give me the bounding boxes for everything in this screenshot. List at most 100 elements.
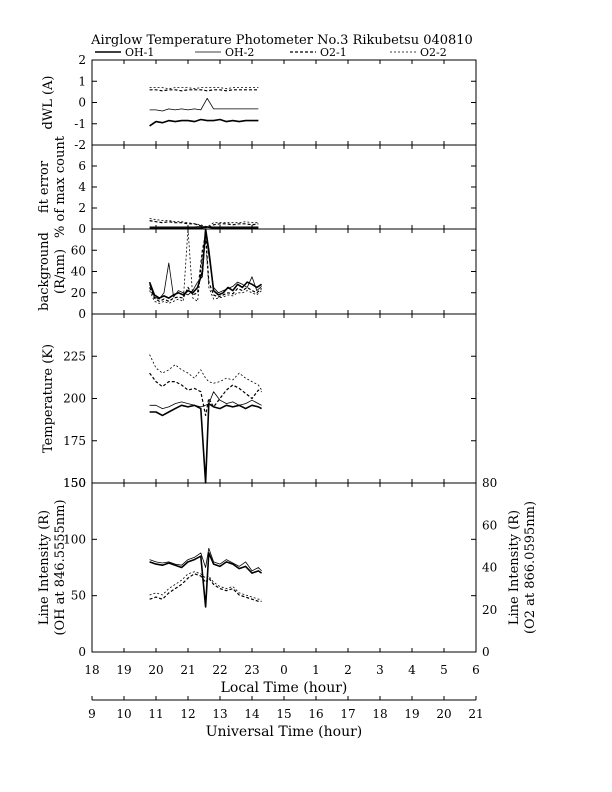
panel-frame bbox=[91, 144, 477, 230]
ut-tick-label: 15 bbox=[276, 707, 291, 721]
ut-tick-label: 13 bbox=[212, 707, 227, 721]
local-time-tick-label: 3 bbox=[376, 663, 384, 677]
series-line-oh-1 bbox=[149, 118, 259, 127]
local-time-tick-label: 23 bbox=[244, 663, 259, 677]
panel-frame bbox=[91, 228, 477, 315]
y2-tick-label: 80 bbox=[482, 476, 497, 490]
series-line-o2-2 bbox=[149, 87, 259, 90]
y-tick-label: 0 bbox=[78, 222, 86, 236]
y2-axis-label: Line Intensity (R) bbox=[507, 510, 522, 625]
ut-axis-title: Universal Time (hour) bbox=[206, 724, 363, 740]
series-line-oh-2 bbox=[149, 230, 262, 300]
y2-tick-label: 60 bbox=[482, 518, 497, 532]
y2-axis-label-line2: (O2 at 866.0595nm) bbox=[523, 501, 538, 634]
local-time-tick-label: 0 bbox=[280, 663, 288, 677]
series-line-oh-1 bbox=[149, 402, 262, 484]
y-tick-label: 6 bbox=[78, 159, 86, 173]
ut-tick-label: 20 bbox=[436, 707, 451, 721]
panel-dwl: 2 1 0 -1 -2 dWL (A) bbox=[41, 53, 477, 152]
ut-tick-label: 16 bbox=[308, 707, 323, 721]
y-tick-label: 150 bbox=[63, 476, 86, 490]
panel-frame bbox=[91, 313, 477, 484]
y-tick-label: 100 bbox=[63, 532, 86, 546]
y-axis-label-line2: (R/nm) bbox=[53, 249, 68, 294]
y-tick-label: 0 bbox=[78, 307, 86, 321]
y-tick-label: 2 bbox=[78, 53, 86, 67]
series-line-oh-2 bbox=[149, 391, 262, 410]
y-tick-label: 4 bbox=[78, 180, 86, 194]
y2-tick-label: 0 bbox=[482, 645, 490, 659]
y2-tick-label: 20 bbox=[482, 603, 497, 617]
series-line-o2-2 bbox=[149, 571, 262, 600]
series-line-o2-1 bbox=[149, 372, 262, 416]
ut-tick-label: 18 bbox=[372, 707, 387, 721]
y-axis-label: background bbox=[37, 232, 52, 311]
y-tick-label: -2 bbox=[74, 138, 86, 152]
legend-label: OH-2 bbox=[225, 46, 254, 59]
y-tick-label: -1 bbox=[74, 117, 86, 131]
series-line-oh-1 bbox=[148, 228, 263, 299]
series-line-oh-2 bbox=[149, 547, 262, 572]
series-line-o2-1 bbox=[149, 573, 262, 602]
y-axis-label-line2: (OH at 846.5555nm) bbox=[53, 499, 68, 635]
series-line-o2-2 bbox=[149, 228, 262, 304]
panel-frame bbox=[91, 482, 477, 653]
y2-tick-label: 40 bbox=[482, 561, 497, 575]
legend-label: OH-1 bbox=[125, 46, 154, 59]
y-tick-label: 0 bbox=[78, 645, 86, 659]
y-tick-label: 200 bbox=[63, 392, 86, 406]
local-time-tick-label: 21 bbox=[180, 663, 195, 677]
series-line-o2-2 bbox=[149, 354, 262, 391]
ut-tick-label: 12 bbox=[180, 707, 195, 721]
y-tick-label: 50 bbox=[71, 589, 86, 603]
series-line-oh-2 bbox=[149, 97, 259, 112]
ut-tick-label: 19 bbox=[404, 707, 419, 721]
y-tick-label: 225 bbox=[63, 349, 86, 363]
legend-label: O2-1 bbox=[320, 46, 347, 59]
ut-tick-label: 11 bbox=[148, 707, 163, 721]
series-line-o2-1 bbox=[149, 89, 259, 92]
y-tick-label: 20 bbox=[71, 286, 86, 300]
ut-tick-label: 9 bbox=[88, 707, 96, 721]
local-time-tick-label: 18 bbox=[84, 663, 99, 677]
local-time-tick-label: 1 bbox=[312, 663, 320, 677]
ut-tick-label: 10 bbox=[116, 707, 131, 721]
local-time-tick-label: 19 bbox=[116, 663, 131, 677]
panel-frame bbox=[91, 59, 477, 146]
y-axis-label: Line Intensity (R) bbox=[37, 510, 52, 625]
local-time-tick-label: 2 bbox=[344, 663, 352, 677]
y-axis-label: Temperature (K) bbox=[41, 344, 56, 453]
legend: OH-1 OH-2 O2-1 O2-2 bbox=[95, 46, 447, 59]
panel-temperature: 225 200 175 150 Temperature (K) bbox=[41, 313, 477, 490]
y-tick-label: 1 bbox=[78, 74, 86, 88]
y-tick-label: 150 bbox=[63, 476, 86, 490]
ut-tick-label: 14 bbox=[244, 707, 260, 721]
y-tick-label: 40 bbox=[71, 265, 86, 279]
ut-tick-label: 21 bbox=[468, 707, 483, 721]
series-line-o2-1 bbox=[149, 220, 259, 229]
local-time-tick-label: 6 bbox=[472, 663, 480, 677]
series-line-o2-2 bbox=[149, 218, 259, 228]
y-tick-label: 2 bbox=[78, 201, 86, 215]
local-time-tick-label: 5 bbox=[440, 663, 448, 677]
y-tick-label: 0 bbox=[78, 96, 86, 110]
local-time-tick-label: 4 bbox=[408, 663, 416, 677]
panel-fit: 6 4 2 0 fit error% of max count bbox=[37, 135, 477, 238]
series-line-oh-1 bbox=[149, 552, 263, 608]
y-tick-label: 175 bbox=[63, 434, 86, 448]
local-time-axis-title: Local Time (hour) bbox=[221, 680, 348, 696]
panel-background: 60 40 20 0 background (R/nm) bbox=[37, 228, 477, 321]
ut-tick-label: 17 bbox=[340, 707, 355, 721]
y-axis-label: dWL (A) bbox=[41, 76, 56, 130]
local-time-tick-label: 20 bbox=[148, 663, 163, 677]
y-axis-label-line2: % of max count bbox=[53, 135, 68, 238]
legend-label: O2-2 bbox=[420, 46, 447, 59]
y-tick-label: 60 bbox=[71, 243, 86, 257]
chart-title: Airglow Temperature Photometer No.3 Riku… bbox=[90, 33, 473, 48]
y-axis-label: fit error bbox=[37, 160, 52, 213]
local-time-tick-label: 22 bbox=[212, 663, 227, 677]
